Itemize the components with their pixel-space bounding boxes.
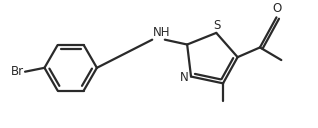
Text: Br: Br [11,65,24,78]
Text: N: N [180,71,189,84]
Text: NH: NH [153,26,171,39]
Text: O: O [273,2,282,15]
Text: S: S [214,19,221,32]
